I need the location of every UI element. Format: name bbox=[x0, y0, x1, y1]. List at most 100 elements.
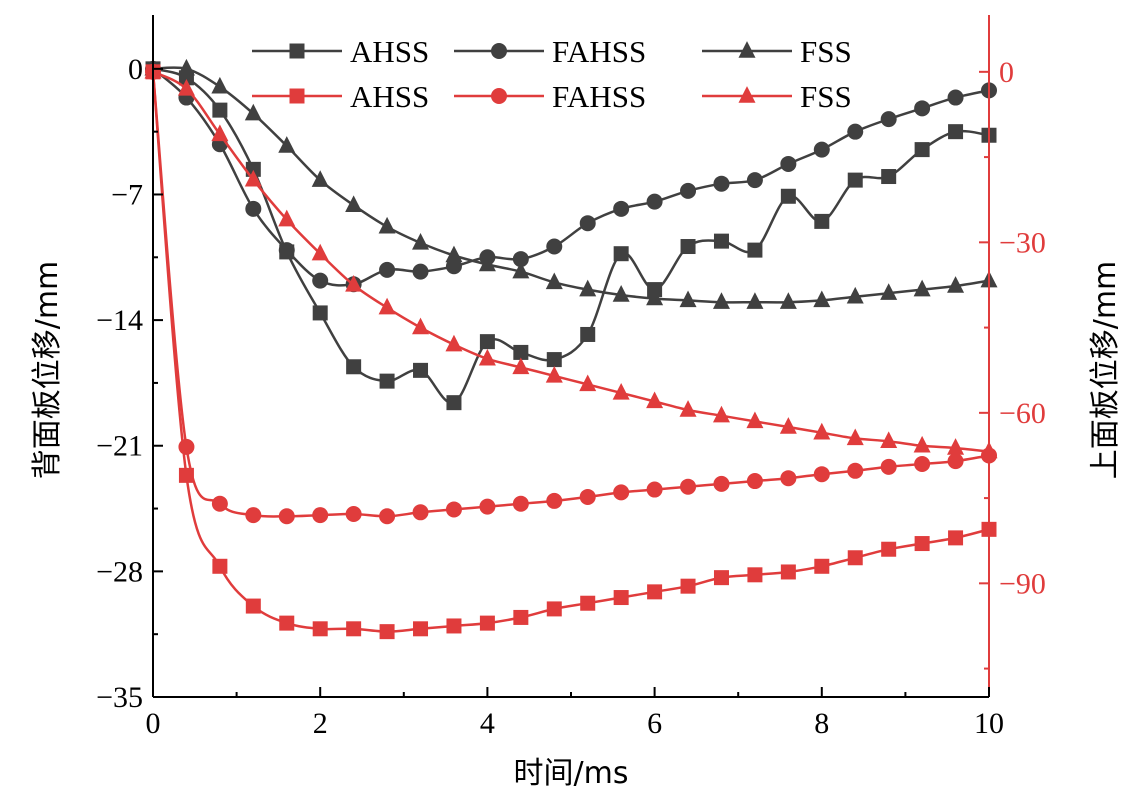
data-point bbox=[244, 169, 262, 187]
y-left-axis-title: 背面板位移/mm bbox=[30, 261, 65, 480]
data-point bbox=[612, 285, 630, 302]
data-point bbox=[813, 290, 831, 308]
y-right-tick-label: 0 bbox=[999, 56, 1014, 89]
data-point bbox=[881, 541, 897, 557]
data-point bbox=[613, 484, 630, 501]
data-point bbox=[345, 275, 363, 292]
legend-label: FSS bbox=[800, 79, 852, 114]
legend-marker bbox=[491, 88, 507, 104]
data-point bbox=[212, 558, 228, 574]
data-point bbox=[479, 498, 496, 515]
legend-label: AHSS bbox=[350, 34, 429, 69]
data-point bbox=[446, 618, 462, 634]
legend-entry-right-ahss: AHSS bbox=[252, 79, 429, 114]
data-point bbox=[914, 455, 931, 472]
data-point bbox=[478, 348, 496, 366]
data-point bbox=[546, 601, 562, 617]
data-point bbox=[880, 111, 897, 128]
data-point bbox=[311, 243, 329, 261]
data-point bbox=[478, 254, 496, 272]
data-point bbox=[880, 431, 898, 448]
y-left-tick-label: 0 bbox=[128, 53, 143, 86]
y-right-tick-label: −30 bbox=[999, 226, 1046, 259]
data-point bbox=[847, 172, 863, 188]
data-point bbox=[177, 78, 195, 96]
data-point bbox=[646, 193, 663, 210]
x-tick-label: 0 bbox=[146, 707, 161, 740]
data-point bbox=[747, 242, 763, 258]
data-point bbox=[914, 142, 930, 158]
data-point bbox=[445, 258, 462, 275]
data-point bbox=[713, 233, 729, 249]
data-point bbox=[646, 391, 664, 409]
y-right-axis-title: 上面板位移/mm bbox=[1088, 261, 1123, 480]
data-point bbox=[646, 481, 663, 498]
x-tick-label: 2 bbox=[313, 707, 328, 740]
data-point bbox=[780, 564, 796, 580]
data-point bbox=[713, 175, 730, 192]
data-point bbox=[746, 292, 764, 309]
legend-entry-left-ahss: AHSS bbox=[252, 34, 429, 69]
data-point bbox=[445, 501, 462, 518]
legend-label: FAHSS bbox=[552, 79, 646, 114]
axes-layer: 0 2 4 6 8 100−7−14−21−28−350−30−60−90 bbox=[96, 15, 1046, 740]
data-point bbox=[379, 624, 395, 640]
data-point bbox=[914, 536, 930, 552]
data-point bbox=[746, 473, 763, 490]
data-point bbox=[244, 103, 262, 121]
data-point bbox=[379, 261, 396, 278]
data-point bbox=[913, 435, 931, 453]
data-point bbox=[947, 453, 964, 470]
data-point bbox=[580, 595, 596, 611]
data-point bbox=[413, 621, 429, 637]
data-point bbox=[712, 405, 730, 423]
legend-label: AHSS bbox=[350, 79, 429, 114]
data-point bbox=[579, 279, 597, 297]
data-point bbox=[513, 609, 529, 625]
data-point bbox=[312, 272, 329, 289]
data-point bbox=[813, 422, 831, 440]
data-point bbox=[545, 365, 563, 383]
y-left-tick-label: −14 bbox=[96, 304, 143, 337]
data-point bbox=[813, 141, 830, 158]
data-point bbox=[948, 530, 964, 546]
x-tick-label: 6 bbox=[647, 707, 662, 740]
data-point bbox=[847, 550, 863, 566]
data-point bbox=[881, 169, 897, 185]
data-point bbox=[278, 209, 296, 227]
data-point bbox=[880, 458, 897, 475]
y-left-tick-label: −21 bbox=[96, 430, 143, 463]
data-point bbox=[780, 470, 797, 487]
data-point bbox=[647, 584, 663, 600]
plot-layer bbox=[144, 58, 998, 640]
data-point bbox=[546, 492, 563, 509]
legend-marker bbox=[289, 43, 305, 59]
data-point bbox=[177, 58, 195, 76]
data-point bbox=[245, 200, 262, 217]
series-left-ahss bbox=[145, 61, 997, 411]
y-left-tick-label: −35 bbox=[96, 681, 143, 714]
data-point bbox=[746, 172, 763, 189]
data-point bbox=[712, 292, 730, 309]
data-point bbox=[579, 215, 596, 232]
data-point bbox=[613, 246, 629, 262]
data-point bbox=[345, 195, 363, 212]
data-point bbox=[779, 417, 797, 434]
data-point bbox=[746, 411, 764, 429]
legend-entry-left-fahss: FAHSS bbox=[454, 34, 646, 69]
data-point bbox=[779, 292, 797, 309]
data-point bbox=[379, 373, 395, 389]
data-point bbox=[546, 238, 563, 255]
y-right-tick-label: −90 bbox=[999, 567, 1046, 600]
data-point bbox=[212, 102, 228, 118]
data-point bbox=[780, 188, 796, 204]
legend: AHSS FAHSS FSS AHSS FAHSS FSS bbox=[252, 34, 852, 114]
y-left-tick-label: −28 bbox=[96, 555, 143, 588]
data-point bbox=[279, 615, 295, 631]
data-point bbox=[278, 136, 296, 153]
data-point bbox=[814, 213, 830, 229]
data-point bbox=[378, 297, 396, 315]
data-point bbox=[813, 466, 830, 483]
data-point bbox=[245, 507, 262, 524]
